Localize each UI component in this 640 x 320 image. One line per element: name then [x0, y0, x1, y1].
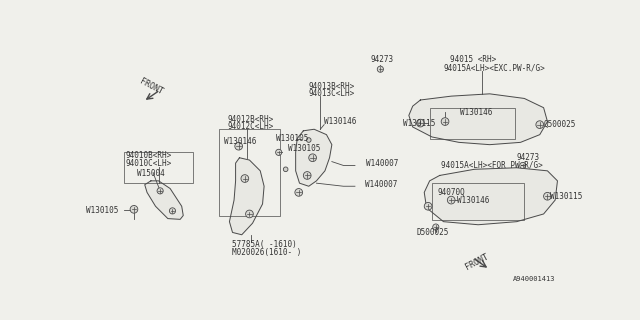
- Text: W130105: W130105: [288, 144, 321, 153]
- Polygon shape: [409, 94, 547, 145]
- Text: 94013B<RH>: 94013B<RH>: [308, 82, 355, 91]
- Circle shape: [441, 118, 449, 125]
- Polygon shape: [230, 158, 264, 235]
- Circle shape: [308, 154, 316, 162]
- Polygon shape: [424, 168, 557, 225]
- Text: FRONT: FRONT: [138, 77, 164, 97]
- Circle shape: [246, 210, 253, 218]
- Bar: [124, 152, 193, 183]
- Circle shape: [520, 162, 526, 169]
- Circle shape: [536, 121, 543, 129]
- Circle shape: [307, 138, 311, 142]
- Circle shape: [433, 224, 439, 230]
- Text: 94015 <RH>: 94015 <RH>: [450, 55, 496, 64]
- Text: W15004: W15004: [137, 169, 164, 178]
- Circle shape: [284, 167, 288, 172]
- Text: Q500025: Q500025: [543, 120, 576, 129]
- Text: W130115: W130115: [550, 192, 582, 201]
- Circle shape: [241, 175, 249, 182]
- Text: W130146: W130146: [224, 137, 257, 146]
- Text: A940001413: A940001413: [513, 276, 556, 282]
- Text: W140007: W140007: [367, 159, 399, 168]
- Circle shape: [378, 66, 383, 72]
- Circle shape: [417, 119, 424, 127]
- Text: 94015A<LH><FOR PW-R/G>: 94015A<LH><FOR PW-R/G>: [441, 161, 543, 170]
- Text: 94010B<RH>: 94010B<RH>: [125, 151, 172, 160]
- Text: W130105: W130105: [86, 206, 118, 215]
- Circle shape: [303, 172, 311, 179]
- Bar: [219, 129, 280, 215]
- Bar: [432, 183, 524, 220]
- Circle shape: [295, 188, 303, 196]
- Text: 94012B<RH>: 94012B<RH>: [228, 115, 274, 124]
- Circle shape: [447, 196, 455, 204]
- Text: W130105: W130105: [276, 134, 308, 143]
- Text: FRONT: FRONT: [463, 252, 490, 272]
- Bar: [431, 108, 515, 139]
- Text: D500025: D500025: [417, 228, 449, 237]
- Text: W130146: W130146: [324, 117, 356, 126]
- Text: 94273: 94273: [516, 153, 540, 162]
- Text: W140007: W140007: [365, 180, 397, 189]
- Text: W130146: W130146: [460, 108, 493, 117]
- Text: 94070Q: 94070Q: [437, 188, 465, 197]
- Text: M020026(1610- ): M020026(1610- ): [232, 248, 301, 257]
- Circle shape: [157, 188, 163, 194]
- Text: 94013C<LH>: 94013C<LH>: [308, 89, 355, 98]
- Circle shape: [276, 149, 282, 156]
- Text: 94012C<LH>: 94012C<LH>: [228, 123, 274, 132]
- Circle shape: [130, 205, 138, 213]
- Circle shape: [543, 192, 551, 200]
- Text: 94015A<LH><EXC.PW-R/G>: 94015A<LH><EXC.PW-R/G>: [444, 63, 545, 72]
- Circle shape: [170, 208, 175, 214]
- Polygon shape: [145, 181, 183, 219]
- Polygon shape: [296, 129, 332, 186]
- Text: 94273: 94273: [371, 55, 394, 64]
- Text: W130146: W130146: [458, 196, 490, 204]
- Text: 94010C<LH>: 94010C<LH>: [125, 159, 172, 168]
- Text: W130115: W130115: [403, 119, 435, 128]
- Circle shape: [424, 203, 432, 210]
- Text: 57785A( -1610): 57785A( -1610): [232, 240, 296, 249]
- Circle shape: [235, 142, 243, 150]
